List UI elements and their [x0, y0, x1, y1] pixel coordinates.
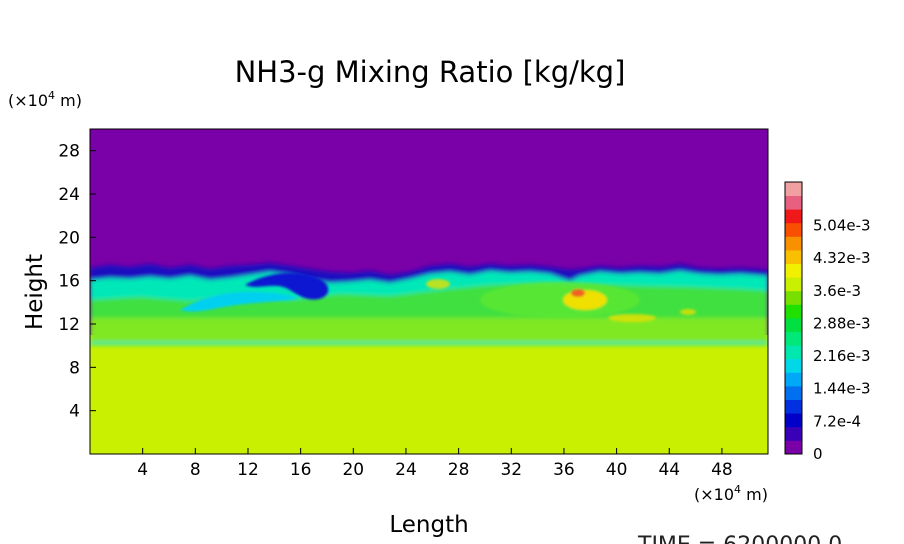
heatmap-field	[90, 129, 768, 454]
colorbar-swatch	[785, 345, 802, 360]
colorbar-swatch	[785, 426, 802, 441]
colorbar: 0 7.2e-4 1.44e-3 2.16e-3 2.88e-3 3.6e-3 4.32e-…	[784, 181, 871, 463]
x-tick-label: 24	[395, 460, 417, 480]
y-tick-label: 8	[69, 358, 80, 378]
y-tick-label: 28	[58, 142, 80, 162]
colorbar-swatch	[785, 277, 802, 292]
colorbar-swatch	[785, 209, 802, 224]
colorbar-swatch	[785, 182, 802, 196]
x-tick-label: 36	[553, 460, 575, 480]
x-tick-label: 32	[500, 460, 522, 480]
colorbar-swatch	[785, 318, 802, 332]
colorbar-swatch	[785, 399, 802, 414]
x-axis-unit: (×104 m)	[694, 483, 768, 504]
heatmap-orange-spot	[571, 289, 585, 297]
plot-frame	[89, 128, 769, 455]
heatmap-blue-eddy	[245, 272, 329, 300]
chart-title: NH3-g Mixing Ratio [kg/kg]	[235, 55, 626, 89]
time-readout: TIME = 6200000.0	[637, 533, 842, 544]
colorbar-tick-label: 0	[813, 445, 823, 463]
heatmap-yellow-spot	[426, 279, 450, 289]
x-tick-label: 44	[658, 460, 680, 480]
x-tick-label: 4	[137, 460, 148, 480]
colorbar-swatch	[785, 250, 802, 264]
x-tick-label: 12	[237, 460, 259, 480]
colorbar-swatch	[785, 195, 802, 210]
colorbar-swatch	[785, 222, 802, 237]
colorbar-swatch	[785, 413, 802, 428]
heatmap-cyan-tongue	[180, 292, 300, 312]
x-axis-label: Length	[389, 512, 468, 538]
y-ticks: 4 8 12 16 20 24 28	[58, 142, 96, 422]
colorbar-swatch	[785, 263, 802, 278]
heatmap-yellowgreen-band	[90, 318, 768, 342]
heatmap-yellow-speck	[680, 309, 696, 315]
x-ticks: 4 8 12 16 20 24 28 32 36 40 44 48	[137, 448, 733, 480]
colorbar-tick-label: 5.04e-3	[813, 217, 871, 235]
colorbar-swatch	[785, 440, 802, 455]
y-tick-label: 16	[58, 272, 80, 292]
x-tick-label: 28	[448, 460, 470, 480]
y-axis-unit: (×104 m)	[8, 89, 82, 110]
heatmap-yellow-streak	[608, 314, 656, 322]
heatmap-lower-layer	[90, 335, 768, 454]
colorbar-swatch	[785, 304, 802, 319]
colorbar-swatch	[785, 290, 802, 305]
colorbar-frame	[784, 181, 803, 455]
colorbar-tick-label: 2.16e-3	[813, 347, 871, 365]
heatmap-green-blob	[480, 282, 640, 318]
colorbar-swatch	[785, 386, 802, 400]
colorbar-swatch	[785, 331, 802, 346]
colorbar-swatch	[785, 372, 802, 387]
colorbar-swatch	[785, 358, 802, 373]
colorbar-tick-label: 3.6e-3	[813, 282, 861, 300]
x-tick-label: 48	[711, 460, 733, 480]
colorbar-swatch	[785, 236, 802, 251]
y-tick-label: 20	[58, 228, 80, 248]
x-tick-label: 8	[190, 460, 201, 480]
colorbar-tick-label: 4.32e-3	[813, 249, 871, 267]
colorbar-tick-label: 1.44e-3	[813, 380, 871, 398]
colorbar-tick-label: 7.2e-4	[813, 412, 861, 430]
colorbar-tick-label: 2.88e-3	[813, 314, 871, 332]
x-tick-label: 40	[606, 460, 628, 480]
x-tick-label: 16	[290, 460, 312, 480]
y-tick-label: 24	[58, 185, 80, 205]
y-tick-label: 12	[58, 315, 80, 335]
x-tick-label: 20	[342, 460, 364, 480]
y-axis-label: Height	[22, 254, 48, 330]
y-tick-label: 4	[69, 402, 80, 422]
